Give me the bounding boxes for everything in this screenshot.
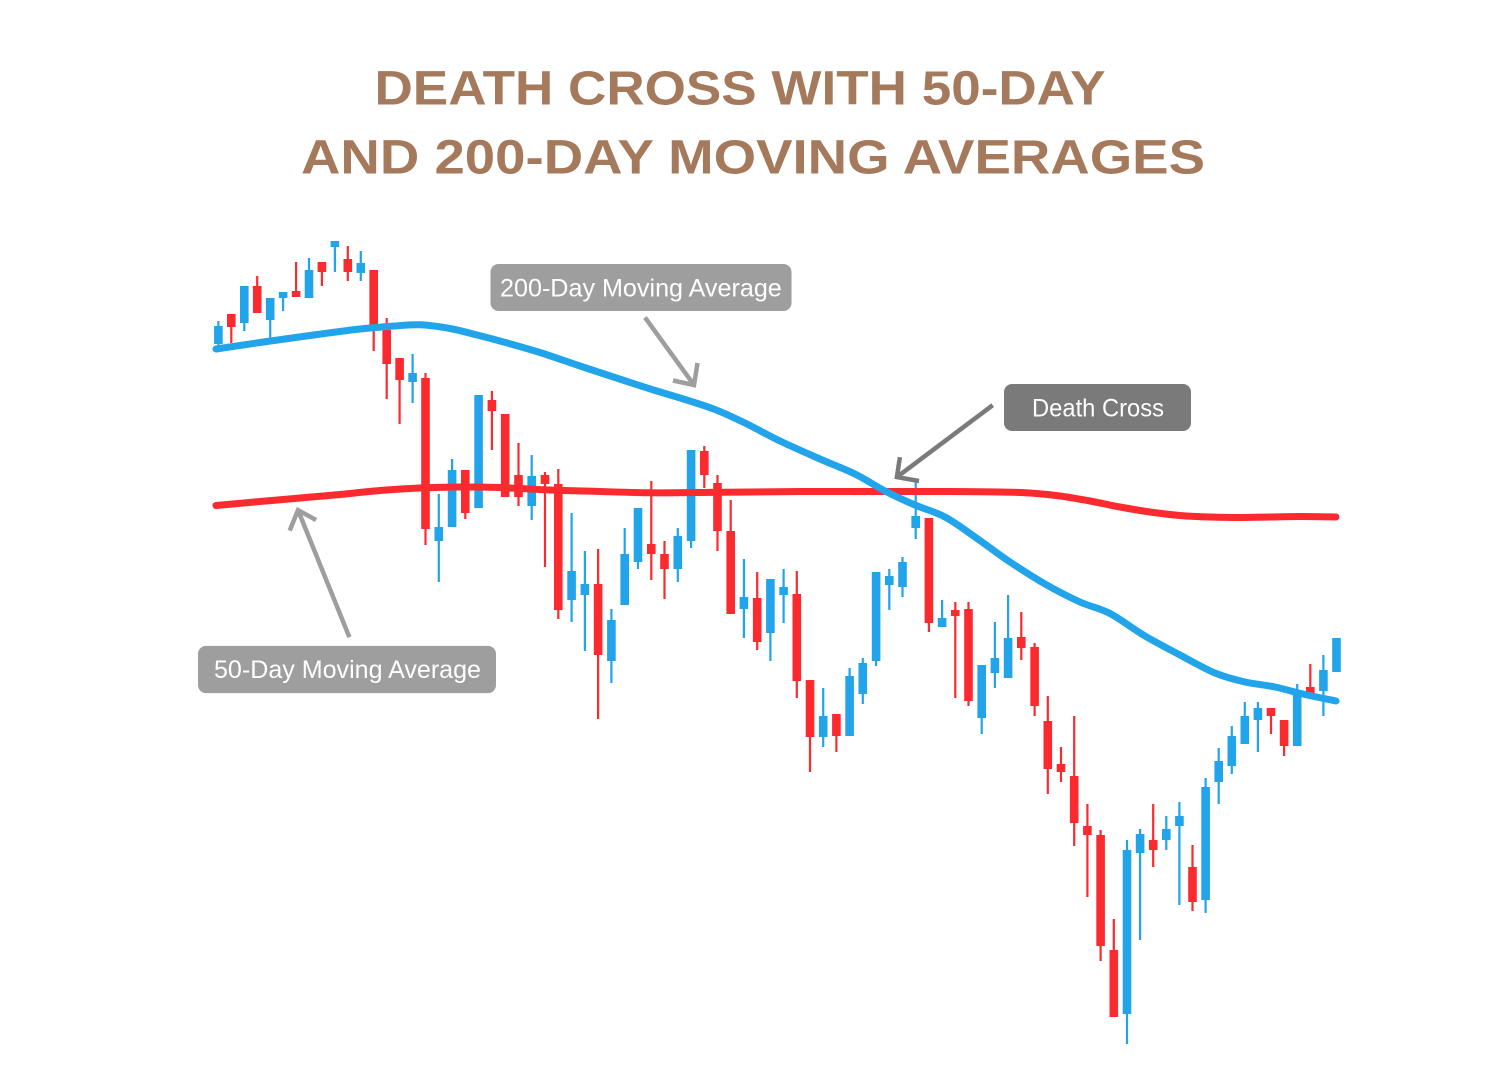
svg-text:50-Day Moving Average: 50-Day Moving Average [214, 657, 481, 684]
svg-text:DEATH CROSS WITH 50-DAY: DEATH CROSS WITH 50-DAY [375, 62, 1106, 115]
svg-text:AND 200-DAY MOVING AVERAGES: AND 200-DAY MOVING AVERAGES [301, 131, 1205, 184]
svg-text:200-Day Moving Average: 200-Day Moving Average [500, 275, 782, 302]
svg-text:Death Cross: Death Cross [1032, 395, 1164, 422]
